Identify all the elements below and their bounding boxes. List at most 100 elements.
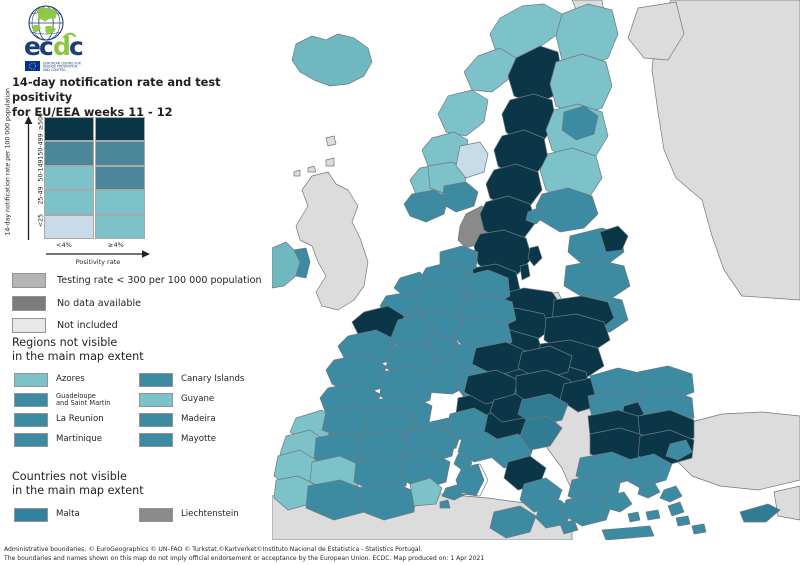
legend-matrix-row [44,141,148,166]
island-lemnos [637,481,661,499]
country-croatia-north [517,393,569,427]
legend-item-not-included: Not included [12,316,270,335]
y-axis-arrow-icon [24,116,33,240]
region-norway-nordland [463,47,517,93]
region-norway-innlandet-north [455,141,489,179]
island-cyclades-a [645,509,661,521]
europe-choropleth-map[interactable] [272,0,800,540]
region-finland-lapland [555,3,619,69]
map-svg[interactable] [272,0,800,540]
country-swatch-liechtenstein [139,508,173,522]
legend-swatch-not-included [12,318,46,333]
country-item-liechtenstein: Liechtenstein [139,506,264,524]
region-item-mayotte: Mayotte [139,431,264,449]
country-norway [403,3,563,223]
ecdc-wordmark: e c d c [24,32,84,61]
region-spain-pais-vasco-navarra [363,405,417,439]
region-label-mayotte: Mayotte [181,434,217,445]
island-ionian [559,519,579,535]
region-spain-catalonia [403,425,457,465]
legend-y-axis-label: 14-day notification rate per 100 000 pop… [4,88,12,236]
region-item-guyane: Guyane [139,391,264,409]
region-swatch-guadeloupe [14,393,48,407]
countries-legend-grid: Malta Liechtenstein [14,506,264,526]
region-label-madeira: Madeira [181,414,216,425]
region-label-canary-islands: Canary Islands [181,374,245,385]
legend-matrix-row [44,117,148,142]
region-swatch-mayotte [139,433,173,447]
legend-item-testing-rate: Testing rate < 300 per 100 000 populatio… [12,271,270,290]
legend-panel: e c d c EUROPEAN CENTRE FOR DISEASE PREV… [0,0,272,538]
island-evia [605,491,633,513]
region-greece-thrace [621,453,673,489]
country-russia-belarus-ukraine [651,0,800,301]
countries-section-heading: Countries not visible in the main map ex… [12,470,262,499]
svg-text:e: e [24,32,41,61]
region-label-guyane: Guyane [181,394,215,405]
region-label-la-reunion: La Reunion [56,414,104,425]
country-greece [559,451,707,540]
region-finland-north-ostrobothnia [549,53,613,117]
countries-row: Malta Liechtenstein [14,506,264,524]
region-norway-rogaland [403,189,449,223]
legend-cell-r4c1 [95,214,145,239]
page-title: 14-day notification rate and test positi… [12,75,270,120]
benelux [379,271,429,325]
regions-legend-grid: Azores Canary Islands Guadeloupe and Sai… [14,371,264,451]
legend-cell-r2c0 [44,165,94,191]
iberia [273,405,481,521]
x-axis-arrow-icon [46,250,150,258]
country-label-malta: Malta [56,509,80,520]
region-swatch-canary-islands [139,373,173,387]
region-label-guadeloupe-line-1: Guadeloupe [56,391,96,400]
island-orkney [325,157,335,167]
country-cyprus [739,503,781,523]
country-great-britain [295,171,369,311]
country-iceland [291,33,373,87]
country-swatch-malta [14,508,48,522]
legend-cell-r0c1 [95,117,145,142]
region-levant [773,485,800,521]
region-finland-ostrobothnia [561,105,599,141]
region-greece-peloponnese [561,493,613,527]
country-finland [525,3,619,233]
island-rhodes [691,523,707,535]
legend-label-no-data: No data available [57,297,142,309]
region-spain-murcia [409,477,443,507]
island-hebrides-b [293,169,301,177]
legend-list: Testing rate < 300 per 100 000 populatio… [12,271,270,339]
legend-color-matrix [44,117,148,239]
legend-cell-r3c1 [95,190,145,215]
legend-swatch-no-data [12,295,46,311]
region-spain-andalucia-e [357,481,417,521]
regions-row: Guadeloupe and Saint Martin Guyane [14,391,264,409]
region-item-la-reunion: La Reunion [14,411,139,429]
region-item-azores: Azores [14,371,139,389]
regions-heading-line-2: in the main map extent [12,350,144,364]
region-label-guadeloupe-line-2: and Saint Martin [56,399,111,407]
regions-row: Azores Canary Islands [14,371,264,389]
region-norway-trondelag [437,89,489,137]
region-spain-valencia [399,451,451,491]
region-swatch-azores [14,373,48,387]
globe-icon [28,5,64,41]
title-line-1: 14-day notification rate and test positi… [12,75,221,105]
legend-swatch-testing-rate [12,273,46,288]
ecdc-logo: e c d c EUROPEAN CENTRE FOR DISEASE PREV… [12,4,124,76]
eu-text-line2: DISEASE PREVENTION [43,65,78,69]
island-sardinia [455,463,485,497]
region-swatch-madeira [139,413,173,427]
region-item-martinique: Martinique [14,431,139,449]
region-label-guadeloupe: Guadeloupe and Saint Martin [56,391,111,408]
region-item-canary-islands: Canary Islands [139,371,264,389]
country-label-liechtenstein: Liechtenstein [181,509,239,520]
island-hebrides-a [307,165,317,173]
map-footer: Administrative boundaries: © EuroGeograp… [4,545,796,564]
regions-row: Martinique Mayotte [14,431,264,449]
country-netherlands [393,271,429,297]
title-line-2: for EU/EEA weeks 11 - 12 [12,105,173,120]
region-estonia-northeast [599,225,629,253]
island-samos [675,515,691,527]
country-croatia-dalmatia [519,415,563,451]
island-oland [519,263,531,281]
